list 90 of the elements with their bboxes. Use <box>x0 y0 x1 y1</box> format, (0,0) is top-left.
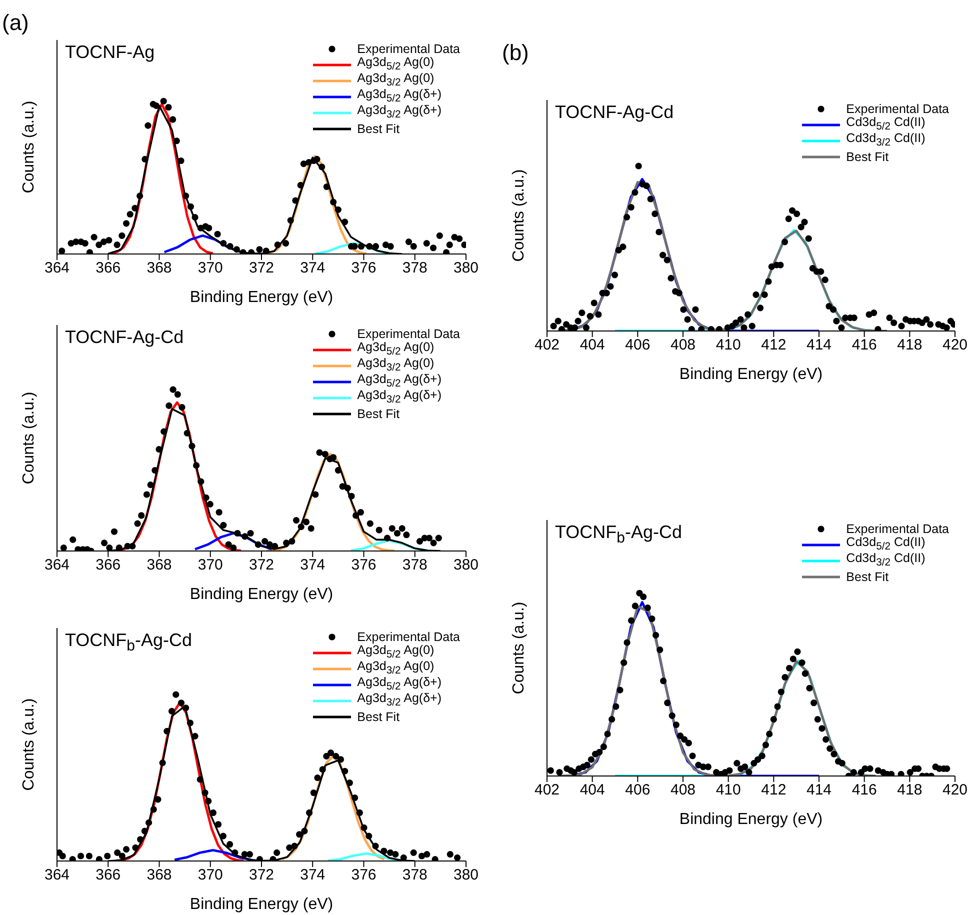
x-tick-label: 402 <box>534 782 560 799</box>
x-tick-label: 372 <box>248 866 274 884</box>
y-axis-title: Counts (a.u.) <box>20 392 38 484</box>
legend-label: Experimental Data <box>357 630 460 644</box>
legend-label: Cd3d$_{3/2}$ Cd(II) <box>846 551 926 571</box>
legend-label: Cd3d$_{5/2}$ Cd(II) <box>846 115 926 133</box>
legend-label: Experimental Data <box>846 522 949 536</box>
x-tick-label: 372 <box>248 556 274 574</box>
legend-label: Experimental Data <box>357 42 460 56</box>
legend-label: Best Fit <box>357 406 400 422</box>
legend-label: Experimental Data <box>357 326 460 342</box>
x-tick-label: 410 <box>716 336 741 354</box>
text: (b) <box>502 40 529 66</box>
legend-label: Ag3d$_{3/2}$ Ag(δ+) <box>357 388 442 408</box>
x-tick-label: 378 <box>402 866 428 884</box>
legend-label: Cd3d$_{5/2}$ Cd(II) <box>846 535 926 553</box>
legend-label: Best Fit <box>357 122 400 136</box>
x-tick-label: 376 <box>351 260 376 277</box>
legend-label: Ag3d$_{3/2}$ Ag(0) <box>357 71 434 89</box>
y-axis-title: Counts (a.u.) <box>510 169 528 262</box>
x-tick-label: 378 <box>402 260 428 277</box>
legend-label: Ag3d$_{3/2}$ Ag(δ+) <box>357 691 442 711</box>
x-tick-label: 366 <box>96 556 121 574</box>
x-tick-label: 418 <box>897 336 922 354</box>
x-tick-label: 418 <box>897 782 922 799</box>
x-tick-label: 370 <box>198 260 223 277</box>
x-tick-label: 380 <box>453 556 479 574</box>
y-axis-title: Counts (a.u.) <box>20 100 38 194</box>
x-tick-label: 420 <box>942 782 968 799</box>
x-tick-label: 364 <box>44 556 70 574</box>
y-axis-title: Counts (a.u.) <box>510 602 528 694</box>
x-tick-label: 364 <box>44 260 70 277</box>
legend-label: Best Fit <box>846 570 889 584</box>
x-tick-label: 412 <box>761 782 786 799</box>
legend-label: Best Fit <box>846 150 889 164</box>
x-tick-label: 370 <box>198 866 223 884</box>
x-tick-label: 366 <box>96 866 121 884</box>
x-tick-label: 380 <box>453 260 479 277</box>
x-tick-label: 364 <box>44 866 70 884</box>
chart-title: TOCNF$_{b}$-Ag-Cd <box>555 522 682 547</box>
x-tick-label: 372 <box>248 260 274 277</box>
x-tick-label: 376 <box>351 556 376 574</box>
legend-label: Ag3d$_{5/2}$ Ag(0) <box>357 340 434 358</box>
legend-label: Ag3d$_{3/2}$ Ag(δ+) <box>357 103 442 123</box>
legend-label: Ag3d$_{5/2}$ Ag(0) <box>357 55 434 73</box>
legend-label: Experimental Data <box>846 102 949 116</box>
x-tick-label: 414 <box>806 336 832 354</box>
x-tick-label: 368 <box>146 866 172 884</box>
x-tick-label: 404 <box>580 336 605 354</box>
x-axis-title: Binding Energy (eV) <box>190 289 334 306</box>
chart-title: TOCNF$_{b}$-Ag-Cd <box>65 630 192 655</box>
x-axis-title: Binding Energy (eV) <box>679 811 823 828</box>
x-tick-label: 408 <box>670 336 696 354</box>
x-tick-label: 374 <box>300 556 326 574</box>
x-tick-label: 410 <box>716 782 741 799</box>
legend-label: Cd3d$_{3/2}$ Cd(II) <box>846 131 926 151</box>
legend-label: Ag3d$_{5/2}$ Ag(0) <box>357 643 434 661</box>
legend-label: Ag3d$_{3/2}$ Ag(0) <box>357 659 434 677</box>
legend-label: Ag3d$_{5/2}$ Ag(δ+) <box>357 87 442 105</box>
legend-label: Ag3d$_{5/2}$ Ag(δ+) <box>357 372 442 390</box>
chart-title: TOCNF-Ag-Cd <box>65 327 184 348</box>
x-tick-label: 404 <box>580 782 605 799</box>
x-tick-label: 380 <box>453 866 479 884</box>
x-tick-label: 406 <box>625 782 650 799</box>
x-tick-label: 378 <box>402 556 428 574</box>
x-axis-title: Binding Energy (eV) <box>190 896 334 913</box>
x-tick-label: 416 <box>852 336 877 354</box>
x-tick-label: 414 <box>806 782 832 799</box>
x-tick-label: 370 <box>198 556 223 574</box>
x-tick-label: 402 <box>534 336 560 354</box>
legend-label: Ag3d$_{5/2}$ Ag(δ+) <box>357 675 442 693</box>
x-tick-label: 376 <box>351 866 376 884</box>
chart-title: TOCNF-Ag <box>65 42 155 63</box>
x-tick-label: 374 <box>300 260 326 277</box>
x-tick-label: 408 <box>670 782 696 799</box>
legend-label: Best Fit <box>357 710 400 724</box>
x-tick-label: 368 <box>146 556 172 574</box>
x-tick-label: 412 <box>761 336 786 354</box>
text: (a) <box>2 10 29 36</box>
x-axis-title: Binding Energy (eV) <box>679 366 823 383</box>
x-tick-label: 416 <box>852 782 877 799</box>
y-axis-title: Counts (a.u.) <box>20 698 38 791</box>
chart-title: TOCNF-Ag-Cd <box>555 102 674 123</box>
x-tick-label: 374 <box>300 866 326 884</box>
x-tick-label: 368 <box>146 260 172 277</box>
x-tick-label: 420 <box>942 336 968 354</box>
x-tick-label: 406 <box>625 336 650 354</box>
x-axis-title: Binding Energy (eV) <box>190 586 334 603</box>
x-tick-label: 366 <box>96 260 121 277</box>
legend-label: Ag3d$_{3/2}$ Ag(0) <box>357 356 434 374</box>
